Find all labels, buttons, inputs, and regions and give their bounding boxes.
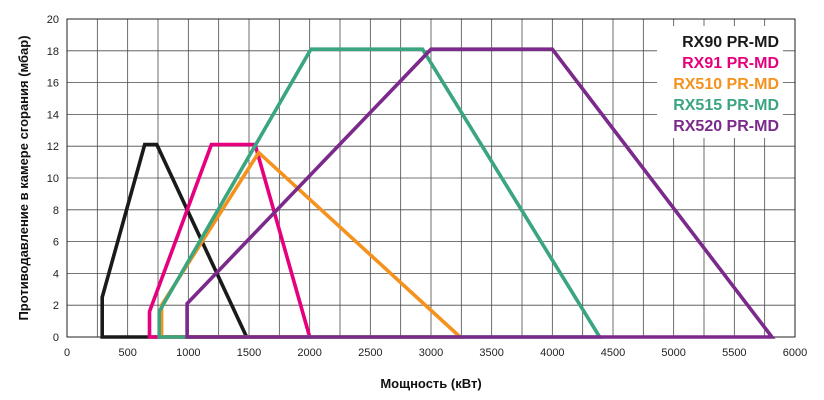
- y-axis-title: Противодавление в камере сгорания (мбар): [16, 35, 31, 320]
- legend-entry-4: RX515 PR-MD: [673, 97, 779, 114]
- x-tick-label: 1000: [176, 347, 200, 359]
- y-tick-label: 10: [47, 173, 59, 185]
- x-tick-label: 500: [118, 347, 136, 359]
- x-tick-label: 2500: [358, 347, 382, 359]
- x-tick-label: 4000: [540, 347, 564, 359]
- series-group: [100, 47, 776, 339]
- x-tick-label: 3500: [479, 347, 503, 359]
- x-axis-title: Мощность (кВт): [380, 376, 481, 391]
- y-tick-label: 12: [47, 141, 59, 153]
- series-outline-5: [185, 47, 776, 339]
- legend-entry-2: RX91 PR-MD: [682, 55, 779, 72]
- y-tick-label: 20: [47, 14, 59, 26]
- x-tick-label: 3000: [419, 347, 443, 359]
- y-tick-label: 18: [47, 46, 59, 58]
- x-tick-label: 5000: [661, 347, 685, 359]
- x-tick-label: 4500: [601, 347, 625, 359]
- x-tick-label: 0: [64, 347, 70, 359]
- x-tick-label: 5500: [722, 347, 746, 359]
- tick-labels: 0 500 1000 1500 2000 2500 3000 3500 4000 4500 5000…: [47, 14, 807, 359]
- y-tick-label: 2: [53, 300, 59, 312]
- y-tick-label: 4: [53, 268, 59, 280]
- y-tick-label: 6: [53, 237, 59, 249]
- y-tick-label: 0: [53, 332, 59, 344]
- y-tick-label: 14: [47, 109, 59, 121]
- legend: RX90 PR-MD RX91 PR-MD RX510 PR-MD RX515 PR-…: [657, 26, 783, 138]
- legend-entry-5: RX520 PR-MD: [673, 118, 779, 135]
- legend-entry-1: RX90 PR-MD: [682, 34, 779, 51]
- x-tick-label: 1500: [237, 347, 261, 359]
- legend-background: [657, 26, 783, 138]
- x-tick-label: 2000: [297, 347, 321, 359]
- x-tick-label: 6000: [783, 347, 807, 359]
- legend-entry-3: RX510 PR-MD: [673, 76, 779, 93]
- y-tick-label: 8: [53, 205, 59, 217]
- y-tick-label: 16: [47, 78, 59, 90]
